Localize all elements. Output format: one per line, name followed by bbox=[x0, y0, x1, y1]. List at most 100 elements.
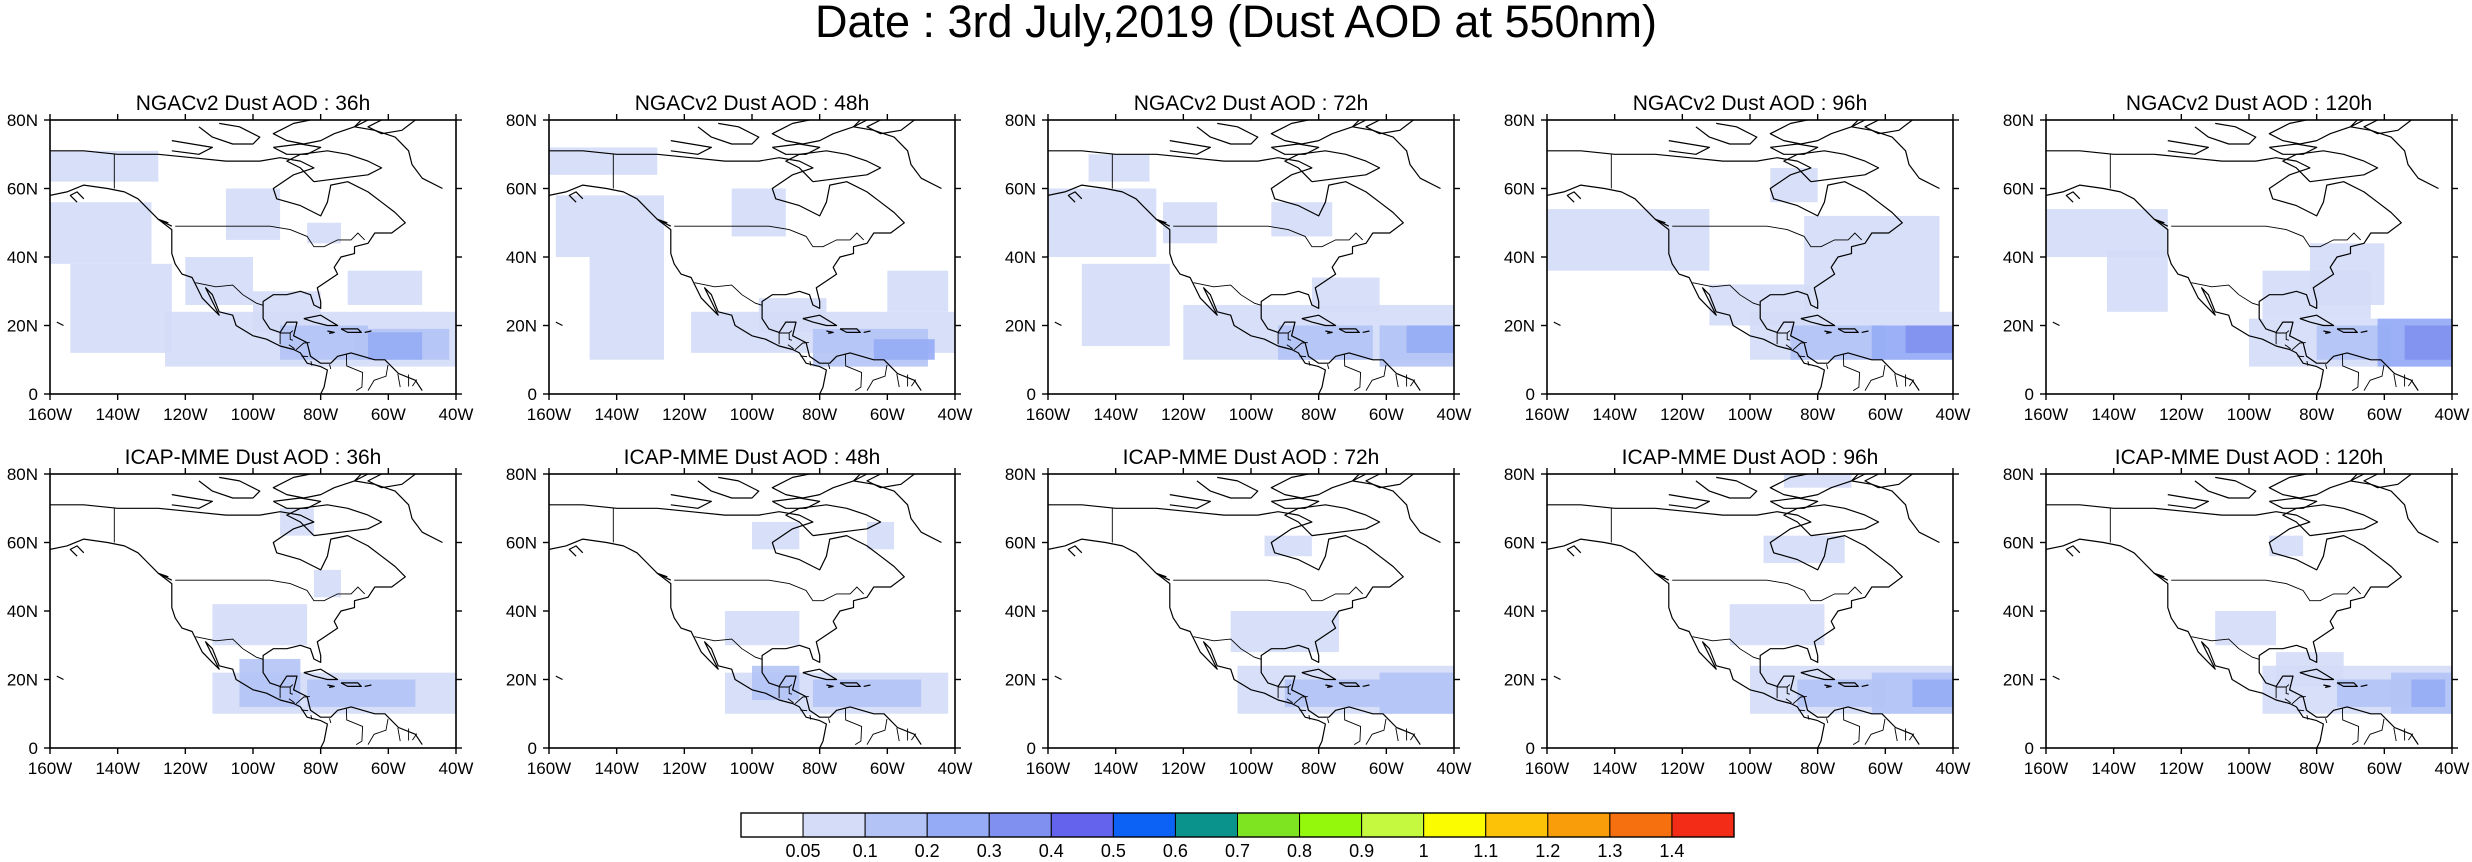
colorbar-swatch bbox=[1609, 812, 1673, 838]
country-border bbox=[1807, 361, 1810, 366]
coastline bbox=[2299, 668, 2335, 681]
country-border bbox=[1365, 718, 1387, 745]
map-panel: ICAP-MME Dust AOD : 120h 160W 140W 120W 100W… bbox=[2003, 446, 2470, 778]
country-border bbox=[1842, 707, 1861, 745]
coastline bbox=[157, 572, 173, 581]
figure-title: Date : 3rd July,2019 (Dust AOD at 550nm) bbox=[814, 0, 1658, 47]
lon-tick-label: 160W bbox=[1525, 405, 1569, 424]
coastline bbox=[327, 684, 335, 688]
lon-tick-label: 40W bbox=[439, 405, 474, 424]
coastline bbox=[1169, 140, 1212, 155]
colorbar-label: 1 bbox=[1419, 841, 1429, 861]
colorbar-swatch bbox=[864, 812, 928, 838]
coastline bbox=[852, 120, 942, 190]
lat-tick-label: 20N bbox=[506, 671, 537, 690]
lat-tick-label: 20N bbox=[1504, 671, 1535, 690]
lat-tick-label: 40N bbox=[1504, 248, 1535, 267]
country-border bbox=[2297, 709, 2305, 712]
coastline bbox=[826, 684, 834, 688]
coastline bbox=[2046, 504, 2419, 745]
lon-tick-label: 80W bbox=[303, 405, 338, 424]
lon-tick-label: 100W bbox=[2227, 759, 2271, 778]
coastline bbox=[303, 668, 339, 681]
coastline bbox=[2194, 476, 2257, 499]
dust-aod-shading bbox=[225, 188, 281, 240]
coastline bbox=[1169, 494, 1212, 509]
lat-tick-label: 60N bbox=[1005, 180, 1036, 199]
lat-tick-label: 80N bbox=[1504, 111, 1535, 130]
coastline bbox=[1547, 150, 1920, 391]
lon-tick-label: 60W bbox=[2367, 759, 2402, 778]
lon-tick-label: 60W bbox=[371, 405, 406, 424]
dust-aod-shading bbox=[347, 270, 423, 305]
map-area bbox=[1048, 120, 1454, 394]
coastline bbox=[1837, 682, 1859, 688]
coastline bbox=[1054, 321, 1062, 327]
colorbar-swatch bbox=[1485, 812, 1549, 838]
lat-tick-label: 80N bbox=[1005, 465, 1036, 484]
dust-aod-shading bbox=[1912, 679, 1953, 707]
lat-tick-label: 0 bbox=[1526, 385, 1535, 404]
coastline bbox=[1864, 474, 1913, 489]
dust-aod-shading bbox=[1311, 277, 1380, 312]
lat-tick-label: 20N bbox=[7, 317, 38, 336]
coastline bbox=[1837, 328, 1859, 333]
country-border bbox=[1672, 225, 1863, 248]
map-panel: NGACv2 Dust AOD : 36h 160W 140W 120W 100W 80W… bbox=[7, 92, 474, 424]
country-border bbox=[2393, 373, 2397, 388]
country-border bbox=[1909, 379, 1915, 387]
country-border bbox=[896, 373, 900, 388]
panel-title: ICAP-MME Dust AOD : 120h bbox=[2115, 446, 2383, 469]
panel-title: ICAP-MME Dust AOD : 48h bbox=[624, 446, 881, 469]
map-panel: ICAP-MME Dust AOD : 36h 160W 140W 120W 100W 8… bbox=[7, 446, 474, 778]
coastline bbox=[2153, 572, 2169, 581]
coastline bbox=[1196, 476, 1259, 499]
coastline bbox=[1864, 120, 1913, 135]
country-border bbox=[778, 330, 793, 345]
country-border bbox=[1785, 698, 1792, 704]
coastline bbox=[50, 504, 423, 745]
country-border bbox=[295, 342, 310, 351]
country-border bbox=[1299, 355, 1307, 358]
country-border bbox=[911, 733, 917, 741]
coastline bbox=[1654, 218, 1670, 227]
colorbar-label: 0.4 bbox=[1039, 841, 1064, 861]
coastline bbox=[1695, 122, 1758, 145]
coastline bbox=[1547, 538, 1826, 748]
dust-aod-shading bbox=[2106, 250, 2168, 312]
country-border bbox=[1776, 684, 1791, 699]
country-border bbox=[788, 687, 793, 695]
coastline bbox=[1155, 218, 1171, 227]
dust-aod-shading bbox=[212, 604, 308, 646]
country-border bbox=[301, 355, 309, 358]
coastline bbox=[1338, 682, 1360, 688]
coastline bbox=[50, 150, 423, 391]
colorbar-label: 0.5 bbox=[1101, 841, 1126, 861]
country-border bbox=[289, 687, 294, 695]
dust-aod-shading bbox=[1379, 672, 1454, 714]
country-border bbox=[2408, 733, 2414, 741]
coastline bbox=[839, 328, 861, 333]
dust-aod-shading bbox=[873, 339, 935, 360]
lat-tick-label: 40N bbox=[7, 248, 38, 267]
coastline bbox=[69, 545, 85, 557]
lon-tick-label: 60W bbox=[1369, 759, 1404, 778]
coastline bbox=[549, 150, 922, 391]
lat-tick-label: 60N bbox=[506, 180, 537, 199]
coastline bbox=[273, 497, 322, 509]
coastline bbox=[1155, 572, 1171, 581]
coastline bbox=[1325, 330, 1333, 334]
colorbar-label: 0.3 bbox=[977, 841, 1002, 861]
lat-tick-label: 60N bbox=[7, 534, 38, 553]
coastline bbox=[568, 545, 584, 557]
lat-tick-label: 80N bbox=[506, 111, 537, 130]
lon-tick-label: 40W bbox=[1437, 759, 1472, 778]
panel-title: NGACv2 Dust AOD : 72h bbox=[1134, 92, 1369, 115]
coastline bbox=[1362, 330, 1370, 333]
coastline bbox=[2282, 504, 2379, 537]
lon-tick-label: 160W bbox=[1026, 759, 1070, 778]
lon-tick-label: 100W bbox=[231, 759, 275, 778]
country-border bbox=[1786, 687, 1791, 695]
country-border bbox=[911, 379, 917, 387]
coastline bbox=[1553, 675, 1561, 681]
